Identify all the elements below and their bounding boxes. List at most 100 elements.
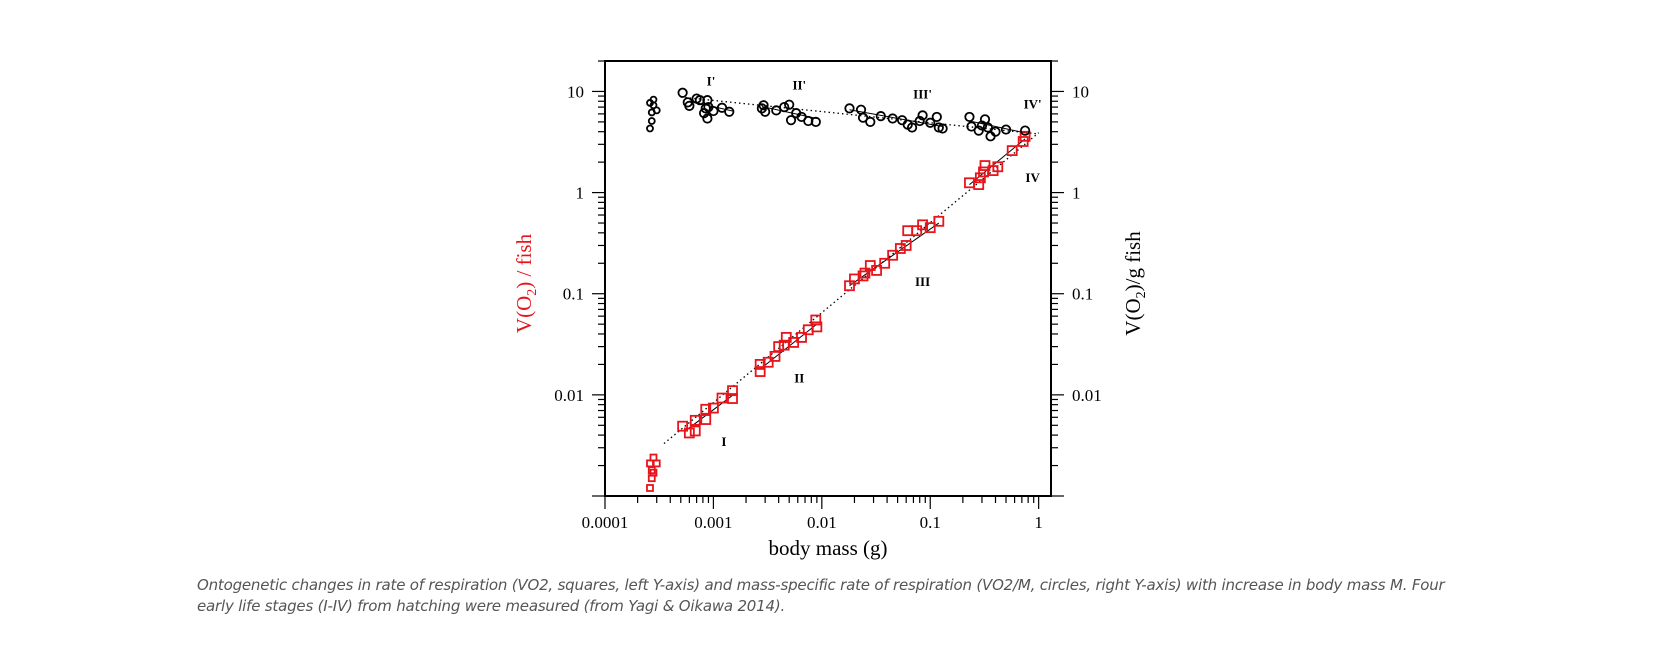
x-tick-label: 0.1: [920, 513, 941, 532]
square-marker: [900, 240, 912, 251]
circle-marker: [857, 112, 869, 123]
right-y-tick-label: 1: [1072, 184, 1081, 203]
x-tick-label: 0.01: [807, 513, 837, 532]
left-y-tick-label: 1: [576, 184, 585, 203]
square-marker: [894, 243, 906, 254]
square-marker: [683, 427, 695, 439]
x-tick-label: 1: [1034, 513, 1043, 532]
square-marker: [1019, 130, 1031, 142]
circle-marker: [724, 106, 735, 117]
square-marker: [677, 420, 689, 432]
circle-marker: [914, 115, 925, 127]
circle-marker: [966, 121, 977, 132]
square-marker: [762, 356, 774, 368]
stage-label: I: [721, 434, 726, 449]
square-marker: [716, 392, 728, 404]
circle-marker: [646, 124, 654, 133]
circle-marker: [758, 100, 769, 111]
circle-marker: [906, 122, 918, 133]
square-marker: [754, 359, 766, 370]
stage-label: I': [707, 74, 716, 89]
square-marker: [649, 468, 658, 477]
circle-marker: [684, 100, 695, 111]
left-y-title-suffix: ) / fish: [512, 233, 536, 288]
right-y-tick-label: 0.1: [1072, 285, 1093, 304]
circle-marker: [1020, 125, 1031, 136]
square-marker: [964, 177, 975, 189]
right-y-tick-label: 0.01: [1072, 386, 1102, 405]
square-marker: [924, 222, 936, 234]
square-marker: [689, 425, 701, 437]
right-y-axis-title: V(O2)/g fish: [1121, 231, 1149, 336]
left-y-tick-label: 0.01: [554, 386, 584, 405]
circle-marker: [937, 123, 948, 134]
figure-caption: Ontogenetic changes in rate of respirati…: [197, 576, 1445, 615]
square-marker: [933, 215, 945, 227]
circle-marker: [865, 116, 876, 127]
right-y-tick-label: 10: [1072, 82, 1089, 101]
square-marker: [773, 341, 785, 353]
circle-marker: [677, 87, 688, 98]
stage-label: IV: [1025, 170, 1040, 185]
stage-label: IV': [1024, 97, 1042, 112]
square-marker: [917, 219, 928, 231]
square-marker: [992, 161, 1004, 173]
points-group: [646, 87, 1031, 492]
circle-marker: [760, 106, 771, 117]
circle-marker: [779, 102, 790, 113]
left-y-tick-label: 10: [567, 82, 584, 101]
circle-marker: [785, 115, 797, 126]
square-marker: [646, 484, 654, 492]
circle-marker: [647, 117, 656, 125]
x-tick-label: 0.0001: [582, 513, 629, 532]
square-marker: [700, 403, 712, 415]
circle-marker: [990, 126, 1001, 137]
figure: I II III IV I' II' III' IV' 0.0001 0.001 0.01 0.1 1…: [512, 60, 1149, 560]
circle-marker: [784, 99, 795, 110]
circle-marker: [844, 103, 855, 114]
square-marker: [974, 172, 986, 184]
overall-fit-line: [663, 132, 1040, 445]
square-marker: [689, 414, 701, 426]
circle-marker: [855, 104, 867, 115]
x-tick-label: 0.001: [694, 513, 732, 532]
left-y-title-prefix: V(O: [512, 296, 536, 333]
left-y-tick-label: 0.1: [563, 285, 584, 304]
square-marker: [973, 179, 985, 190]
circle-marker: [964, 111, 975, 123]
square-marker: [911, 225, 923, 237]
ticks-group: [592, 60, 1064, 509]
left-y-axis-title: V(O2) / fish: [512, 233, 540, 333]
left-y-title-sub: 2: [525, 289, 540, 296]
circle-marker: [708, 105, 719, 117]
overall-fit-line: [680, 96, 1039, 135]
square-marker: [700, 414, 712, 425]
square-marker: [887, 249, 899, 261]
circle-marker: [702, 113, 713, 124]
plot-frame: [604, 60, 1052, 497]
right-y-title-suffix: )/g fish: [1121, 231, 1145, 292]
square-marker: [871, 265, 882, 276]
square-marker: [879, 257, 891, 269]
circle-marker: [931, 111, 942, 123]
stage-label: III: [915, 274, 930, 289]
square-marker: [708, 402, 719, 414]
square-marker: [727, 393, 738, 404]
circle-marker: [702, 95, 713, 106]
circle-marker: [982, 122, 993, 133]
square-marker: [811, 321, 823, 333]
circle-marker: [810, 116, 821, 127]
circle-marker: [652, 106, 661, 115]
circle-marker: [1000, 124, 1012, 135]
square-marker: [754, 366, 766, 377]
circle-marker: [917, 110, 928, 121]
square-marker: [652, 459, 661, 468]
stage-label: II: [794, 371, 804, 386]
circle-marker: [925, 117, 936, 128]
circle-marker: [887, 113, 898, 124]
right-y-title-prefix: V(O: [1121, 298, 1145, 335]
square-marker: [857, 270, 869, 282]
stage-label: II': [792, 77, 806, 92]
